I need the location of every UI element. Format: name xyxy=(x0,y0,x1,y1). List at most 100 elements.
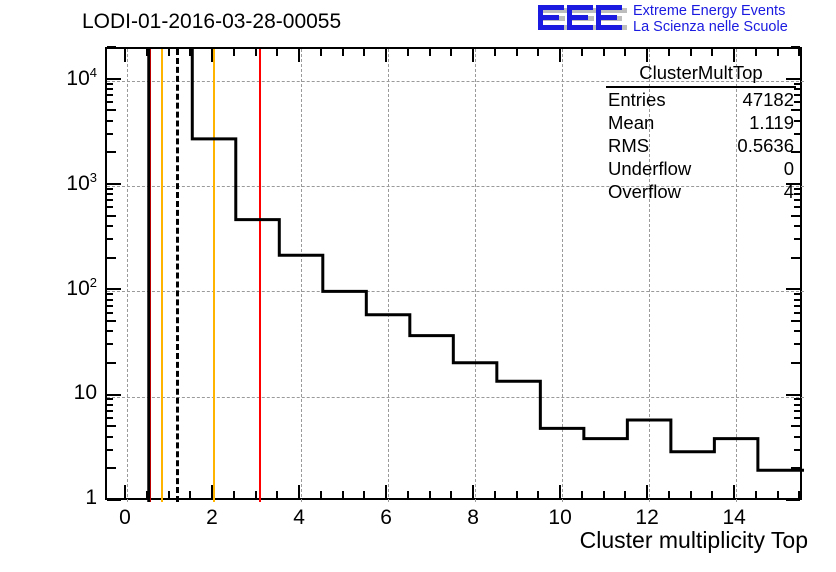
stats-row: Overflow 4 xyxy=(606,180,796,203)
y-minor-tick xyxy=(107,151,116,154)
y-minor-tick xyxy=(107,343,113,346)
x-minor-tick xyxy=(189,491,192,498)
x-minor-tick xyxy=(624,491,627,498)
x-major-tick xyxy=(211,485,214,498)
eee-logo-text: Extreme Energy Events La Scienza nelle S… xyxy=(633,3,788,35)
x-major-tick xyxy=(124,49,126,62)
y-minor-tick xyxy=(107,82,113,85)
x-major-tick xyxy=(559,49,562,62)
x-minor-tick xyxy=(406,491,409,498)
x-minor-tick xyxy=(711,491,714,498)
x-tick-label: 10 xyxy=(548,506,572,529)
x-gridline xyxy=(736,49,738,502)
x-major-tick xyxy=(646,49,649,62)
x-minor-tick xyxy=(145,491,148,498)
y-minor-tick xyxy=(107,87,113,90)
y-minor-tick xyxy=(791,151,800,154)
y-minor-tick xyxy=(107,101,113,104)
x-minor-tick xyxy=(602,491,605,498)
x-minor-tick xyxy=(406,49,409,56)
stats-value: 1.119 xyxy=(749,112,794,133)
x-axis-title: Cluster multiplicity Top xyxy=(579,527,808,553)
y-minor-tick xyxy=(107,293,113,296)
y-minor-tick xyxy=(794,409,800,412)
y-minor-tick xyxy=(791,361,800,364)
y-minor-tick xyxy=(794,330,800,333)
y-minor-tick xyxy=(794,293,800,296)
plot-frame xyxy=(105,47,804,502)
x-minor-tick xyxy=(319,491,322,498)
y-minor-tick xyxy=(794,87,800,90)
y-minor-tick xyxy=(794,343,800,346)
y-minor-tick xyxy=(107,304,113,307)
y-minor-tick xyxy=(794,448,800,451)
y-minor-tick xyxy=(107,238,113,241)
y-tick-label: 1 xyxy=(85,486,97,509)
x-minor-tick xyxy=(167,491,170,498)
y-gridline xyxy=(107,186,804,188)
stats-box: ClusterMultTop Entries 47182 Mean 1.119 RMS 0… xyxy=(606,62,796,203)
y-gridline xyxy=(107,80,804,82)
page-title: LODI-01-2016-03-28-00055 xyxy=(82,10,342,33)
y-minor-tick xyxy=(791,256,800,259)
y-minor-tick xyxy=(107,109,116,112)
histogram-curve xyxy=(147,49,804,502)
y-minor-tick xyxy=(107,409,113,412)
x-major-tick xyxy=(298,49,301,62)
x-minor-tick xyxy=(689,49,692,56)
x-tick-label: 14 xyxy=(722,506,746,529)
x-minor-tick xyxy=(493,491,496,498)
marker-line-cut-low-orange xyxy=(160,49,163,502)
x-minor-tick xyxy=(667,491,670,498)
y-minor-tick xyxy=(107,193,113,196)
y-major-tick xyxy=(786,183,800,186)
y-minor-tick xyxy=(107,398,113,401)
y-minor-tick xyxy=(794,398,800,401)
x-minor-tick xyxy=(537,491,540,498)
y-tick-label: 10 xyxy=(73,380,97,404)
x-minor-tick xyxy=(798,491,801,498)
y-minor-tick xyxy=(794,193,800,196)
y-major-tick xyxy=(786,393,800,396)
x-major-tick xyxy=(472,49,475,62)
x-major-tick xyxy=(211,49,214,62)
marker-line-cut-high-red xyxy=(258,49,261,502)
x-gridline xyxy=(388,49,390,502)
x-minor-tick xyxy=(624,49,627,56)
x-major-tick xyxy=(298,485,301,498)
y-minor-tick xyxy=(107,214,116,217)
x-gridline xyxy=(562,49,564,502)
x-minor-tick xyxy=(167,49,170,56)
x-tick-label: 4 xyxy=(293,506,305,529)
stats-value: 0 xyxy=(783,158,794,179)
y-minor-tick xyxy=(107,425,116,428)
stats-value: 47182 xyxy=(742,89,794,110)
stats-box-title: ClusterMultTop xyxy=(606,62,796,88)
stats-row: Mean 1.119 xyxy=(606,111,796,134)
y-minor-tick xyxy=(791,109,800,112)
stats-value: 0.5636 xyxy=(737,135,794,156)
stats-key: Underflow xyxy=(608,158,692,179)
x-minor-tick xyxy=(428,491,431,498)
x-major-tick xyxy=(385,485,388,498)
x-minor-tick xyxy=(798,49,801,56)
y-minor-tick xyxy=(107,206,113,209)
y-minor-tick xyxy=(794,435,800,438)
y-tick-label: 102 xyxy=(66,275,97,301)
y-gridline xyxy=(107,396,804,398)
y-minor-tick xyxy=(794,119,800,122)
x-tick-label: 8 xyxy=(467,506,479,529)
y-major-tick xyxy=(107,499,121,501)
y-minor-tick xyxy=(791,467,800,470)
y-minor-tick xyxy=(107,187,113,190)
x-minor-tick xyxy=(580,49,583,56)
y-minor-tick xyxy=(794,101,800,104)
y-minor-tick xyxy=(791,46,800,48)
y-minor-tick xyxy=(107,199,113,202)
y-minor-tick xyxy=(107,311,113,314)
x-minor-tick xyxy=(515,491,518,498)
x-minor-tick xyxy=(232,491,235,498)
x-gridline xyxy=(649,49,651,502)
y-minor-tick xyxy=(791,320,800,323)
x-minor-tick xyxy=(754,49,757,56)
